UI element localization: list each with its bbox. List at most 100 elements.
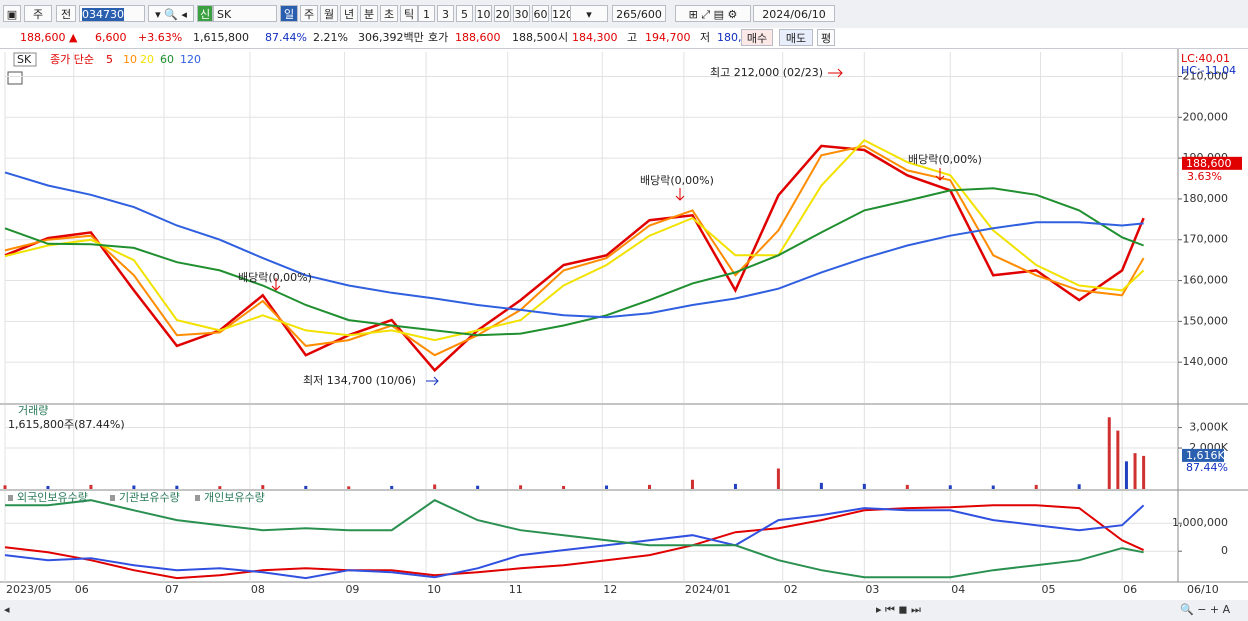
legend-item: 외국인보유수량: [17, 491, 88, 504]
interval-button[interactable]: 초: [380, 5, 398, 22]
arrow: [828, 68, 843, 78]
multiplier-select[interactable]: ▾: [570, 5, 608, 22]
interval-button[interactable]: 1: [418, 5, 435, 22]
x-tick-label: 10: [427, 583, 441, 596]
interval-button[interactable]: 10: [475, 5, 492, 22]
toolbar: ▣ 주 전 034730 ▾ 🔍 ◂ 신 SK 일 주 월 년 분 초 틱 1 3 5 10 20 30…: [0, 0, 1248, 29]
series-line: [4, 504, 1145, 580]
search-icons[interactable]: ▾ 🔍 ◂: [148, 5, 194, 22]
x-tick-label: 12: [603, 583, 617, 596]
series-line: [4, 504, 1145, 580]
y-tick-label: 3,000K: [1189, 421, 1228, 434]
annotation: 배당락(0,00%): [238, 271, 312, 284]
x-tick-label: 07: [165, 583, 179, 596]
series-line: [4, 171, 1144, 319]
sell-button[interactable]: 매도: [779, 29, 813, 46]
y-tick-label: 170,000: [1183, 233, 1229, 246]
y-tick-label: 200,000: [1183, 110, 1229, 123]
volume-tag-label: 1,616K: [1186, 449, 1225, 462]
interval-button[interactable]: 년: [340, 5, 358, 22]
ask: 188,600: [455, 31, 501, 44]
bar-count-value: 265: [616, 8, 638, 21]
x-tick-label: 2024/01: [685, 583, 731, 596]
arrow: [426, 376, 439, 386]
x-tick-label: 05: [1042, 583, 1056, 596]
interval-button[interactable]: 일: [280, 5, 298, 22]
scroll-left[interactable]: ◂: [4, 603, 10, 616]
legend-marker: [110, 495, 115, 501]
legend-item: 개인보유수량: [204, 491, 265, 504]
hc-label: HC:-11,04: [1181, 64, 1236, 77]
interval-button[interactable]: 틱: [400, 5, 418, 22]
volume-bar: [347, 486, 351, 489]
volume-ratio: 87.44%: [265, 31, 307, 44]
annotation: 배당락(0,00%): [640, 174, 714, 187]
volume-bar: [89, 484, 93, 489]
tool-icons[interactable]: ⊞ ⤢ ▤ ⚙: [675, 5, 751, 22]
interval-button[interactable]: 분: [360, 5, 378, 22]
period-select[interactable]: 주: [24, 5, 52, 22]
volume-bar: [862, 483, 866, 489]
arrow: [675, 188, 685, 201]
volume-bar: [948, 485, 952, 489]
arrow: [935, 168, 945, 181]
volume-bar: [905, 484, 909, 489]
open-label: 시: [558, 31, 569, 44]
annotation: 최저 134,700 (10/06): [303, 374, 416, 387]
change-pct: +3.63%: [138, 31, 183, 44]
interval-button[interactable]: 5: [456, 5, 473, 22]
price-tag-label: 188,600: [1186, 157, 1232, 170]
volume-bar: [261, 485, 265, 489]
name-input[interactable]: SK: [213, 5, 277, 22]
y-tick-label: 210,000: [1183, 69, 1229, 82]
bid: 188,500: [512, 31, 558, 44]
interval-button[interactable]: 3: [437, 5, 454, 22]
legend-item: 기관보유수량: [119, 491, 180, 504]
volume-bar: [562, 485, 566, 489]
bar-count[interactable]: 265/600: [612, 5, 666, 22]
interval-button[interactable]: 30: [513, 5, 530, 22]
market-tag[interactable]: 신: [197, 5, 213, 22]
prev-button[interactable]: 전: [56, 5, 76, 22]
volume-bar: [433, 484, 437, 489]
volume-bar: [132, 485, 136, 489]
avg-button[interactable]: 평: [817, 29, 835, 46]
interval-button[interactable]: 월: [320, 5, 338, 22]
panel-subtitle: 1,615,800주(87.44%): [8, 418, 125, 431]
volume-bar: [733, 483, 737, 489]
bar-max: /600: [637, 8, 662, 21]
y-tick-label: 140,000: [1183, 355, 1229, 368]
menu-icon[interactable]: ▣: [3, 5, 21, 22]
x-tick-label: 2023/05: [6, 583, 52, 596]
date-input[interactable]: 2024/06/10: [753, 5, 835, 22]
volume-bar: [991, 485, 995, 489]
volume-bar: [690, 479, 694, 489]
x-tick-label: 11: [509, 583, 523, 596]
code-input[interactable]: 034730: [79, 5, 145, 22]
legend-marker: [195, 495, 200, 501]
series-line: [4, 187, 1144, 337]
volume-bar: [1133, 453, 1137, 489]
interval-button[interactable]: 20: [494, 5, 511, 22]
arrow: [271, 278, 281, 291]
scrollbar[interactable]: [0, 600, 1248, 621]
zoom-controls[interactable]: 🔍 − + A: [1180, 602, 1231, 616]
y-tick-label: 1,000,000: [1172, 516, 1228, 529]
table-icon[interactable]: [7, 71, 23, 85]
lc-label: LC:40,01: [1181, 52, 1230, 65]
y-tick-label: 160,000: [1183, 274, 1229, 287]
price-tag: [1182, 156, 1242, 170]
interval-button[interactable]: 60: [532, 5, 549, 22]
volume-bar: [1142, 455, 1146, 489]
legend-box: [13, 52, 37, 67]
scroll-controls[interactable]: ▸ ⏮ ◼ ⏭: [876, 603, 921, 616]
annotation: 배당락(0,00%): [908, 153, 982, 166]
x-tick-label: 03: [865, 583, 879, 596]
series-line: [5, 499, 1144, 579]
interval-button[interactable]: 주: [300, 5, 318, 22]
x-tick-label: 04: [951, 583, 965, 596]
buy-button[interactable]: 매수: [741, 29, 773, 46]
legend-item: 60: [160, 53, 174, 66]
volume-bar: [1077, 484, 1081, 489]
